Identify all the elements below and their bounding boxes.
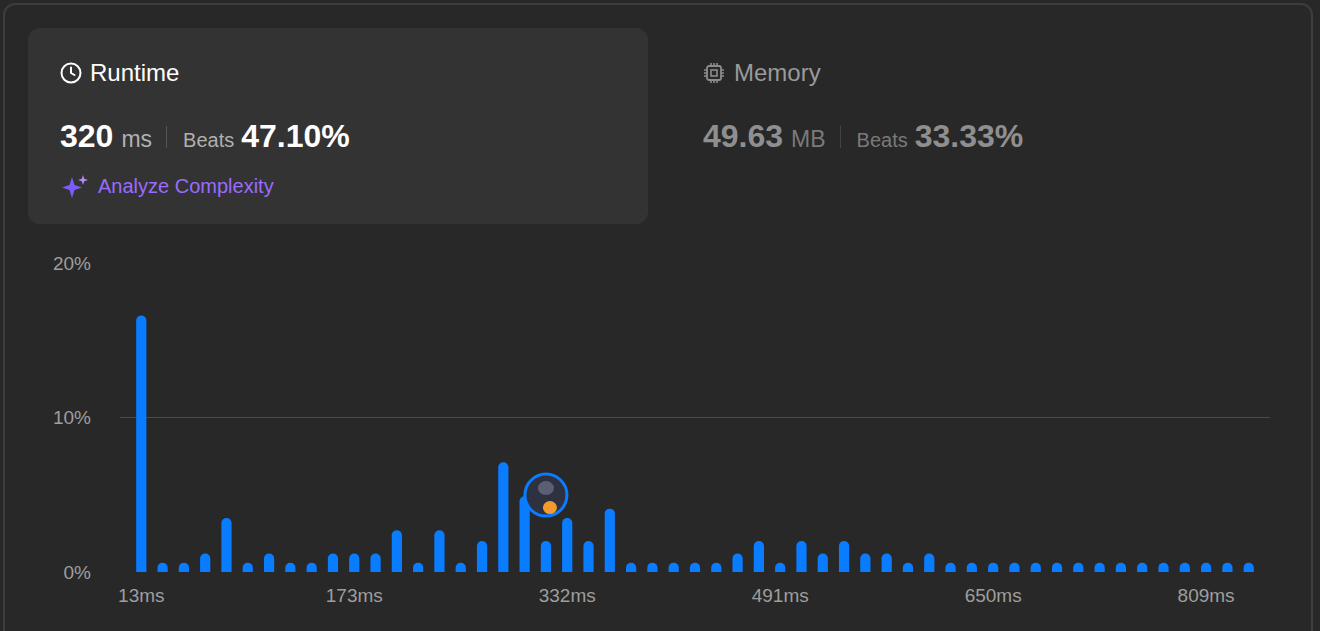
svg-text:13ms: 13ms bbox=[118, 585, 164, 606]
html-text:Beats 33.33%: Beats 33.33% bbox=[856, 118, 1024, 154]
html-text:Runtime: Runtime bbox=[90, 59, 180, 86]
svg-text:0%: 0% bbox=[64, 562, 92, 583]
svg-text:650ms: 650ms bbox=[965, 585, 1022, 606]
svg-text:809ms: 809ms bbox=[1178, 585, 1235, 606]
svg-text:173ms: 173ms bbox=[326, 585, 383, 606]
svg-text:491ms: 491ms bbox=[752, 585, 809, 606]
html-text:Beats 47.10%: Beats 47.10% bbox=[183, 118, 350, 154]
svg-text:10%: 10% bbox=[53, 407, 91, 428]
html-text:49.63 MB: 49.63 MB bbox=[703, 118, 826, 154]
svg-text:332ms: 332ms bbox=[539, 585, 596, 606]
html-text:Memory: Memory bbox=[734, 59, 821, 86]
html-text:320 ms: 320 ms bbox=[60, 118, 153, 154]
svg-text:20%: 20% bbox=[53, 253, 91, 274]
html-text:Analyze Complexity: Analyze Complexity bbox=[98, 175, 274, 197]
